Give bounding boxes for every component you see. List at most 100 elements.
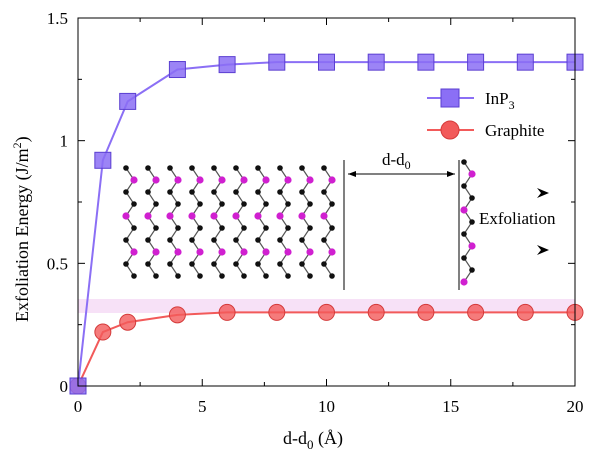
phosphorus-atom [277,165,283,171]
phosphorus-atom [321,261,327,267]
phosphorus-atom [299,261,305,267]
phosphorus-atom [233,261,239,267]
phosphorus-atom [285,201,291,207]
phosphorus-atom [197,273,203,279]
indium-atom [240,248,248,256]
series-line-1 [77,311,575,387]
phosphorus-atom [219,273,225,279]
phosphorus-atom [321,237,327,243]
data-point-circle [168,306,186,324]
data-point-circle [516,303,534,321]
phosphorus-atom [299,189,305,195]
indium-atom [174,248,182,256]
data-point-square [367,53,385,71]
indium-atom [130,176,138,184]
layer-bond [323,167,333,277]
indium-atom [276,212,284,220]
y-tick-label: 0.5 [47,254,68,273]
phosphorus-atom [153,273,159,279]
data-point-square [516,53,534,71]
phosphorus-atom [167,261,173,267]
phosphorus-atom [219,225,225,231]
indium-atom [306,248,314,256]
indium-atom [166,212,174,220]
phosphorus-atom [255,237,261,243]
axis-ticks: 0 5 10 15 20 0 0.5 1 1.5 [47,9,584,416]
indium-atom [262,176,270,184]
indium-atom [130,248,138,256]
data-point-circle [268,303,286,321]
indium-atom [262,248,270,256]
phosphorus-atom [461,159,467,165]
phosphorus-atom [189,189,195,195]
phosphorus-atom [233,165,239,171]
phosphorus-atom [329,225,335,231]
data-point-circle [467,303,485,321]
indium-atom [196,248,204,256]
data-point-circle [218,303,236,321]
layer-bond [125,167,135,277]
phosphorus-atom [131,201,137,207]
plot-frame [77,17,576,387]
phosphorus-atom [211,165,217,171]
indium-atom [468,242,476,250]
y-tick-label: 0 [60,377,69,396]
exfoliation-arrow-upper-icon [537,188,549,198]
data-point-square [218,56,236,74]
phosphorus-atom [277,237,283,243]
phosphorus-atom [255,189,261,195]
legend-label-inp3: InP3 [485,89,515,112]
indium-atom [152,176,160,184]
data-point-circle [318,303,335,321]
x-tick-label: 5 [198,397,207,416]
indium-atom [284,248,292,256]
indium-atom [306,176,314,184]
indium-atom [196,176,204,184]
layer-bond [191,167,201,277]
phosphorus-atom [167,165,173,171]
data-point-square [168,61,186,79]
phosphorus-atom [299,165,305,171]
data-point-square [417,53,435,71]
x-axis-title: d-d0 (Å) [283,428,343,452]
indium-atom [320,212,328,220]
phosphorus-atom [153,201,159,207]
phosphorus-atom [189,165,195,171]
x-tick-label: 10 [318,397,335,416]
data-point-circle [367,303,385,321]
phosphorus-atom [145,189,151,195]
phosphorus-atom [131,225,137,231]
phosphorus-atom [263,225,269,231]
phosphorus-atom [285,273,291,279]
indium-atom [232,212,240,220]
phosphorus-atom [167,189,173,195]
indium-atom [152,248,160,256]
indium-atom [174,176,182,184]
legend: InP3 Graphite [427,88,544,140]
phosphorus-atom [145,165,151,171]
indium-atom [144,212,152,220]
phosphorus-atom [211,261,217,267]
y-tick-label: 1 [60,132,69,151]
arrowhead-right-icon [447,171,455,177]
phosphorus-atom [167,237,173,243]
phosphorus-atom [321,189,327,195]
indium-atom [328,176,336,184]
phosphorus-atom [211,237,217,243]
indium-atom [328,248,336,256]
phosphorus-atom [197,225,203,231]
phosphorus-atom [277,189,283,195]
phosphorus-atom [145,261,151,267]
legend-label-graphite: Graphite [485,121,544,140]
data-point-circle [94,323,112,341]
phosphorus-atom [469,219,475,225]
phosphorus-atom [255,165,261,171]
indium-atom [460,278,468,286]
layer-bond [147,167,157,277]
phosphorus-atom [233,189,239,195]
layer-bond [235,167,245,277]
phosphorus-atom [299,237,305,243]
phosphorus-atom [461,183,467,189]
indium-atom [210,212,218,220]
data-point-square [94,151,112,169]
